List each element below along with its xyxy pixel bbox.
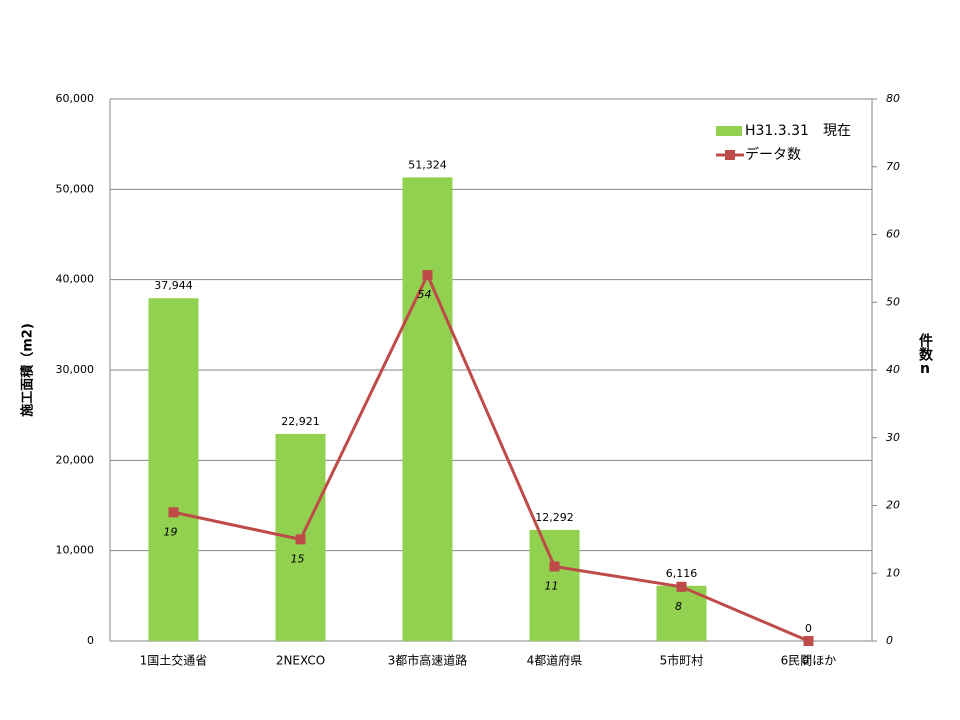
y2-tick-label: 70 xyxy=(886,160,900,173)
y2-tick-label: 30 xyxy=(886,431,900,444)
legend-label: H31.3.31 現在 xyxy=(745,123,851,139)
line-value-label: 15 xyxy=(291,552,305,565)
y-tick-label: 10,000 xyxy=(56,544,95,557)
bar xyxy=(402,177,453,641)
y2-tick-label: 50 xyxy=(886,295,900,308)
bar-value-label: 37,944 xyxy=(154,279,193,292)
line-value-label: 0 xyxy=(802,654,809,667)
y-tick-label: 20,000 xyxy=(56,453,95,466)
y-axis-label: 施工面積（m2) xyxy=(20,323,36,417)
line xyxy=(173,271,810,643)
line-marker xyxy=(676,581,687,592)
line-value-label: 19 xyxy=(164,525,178,538)
x-tick-label: 5市町村 xyxy=(660,653,704,668)
legend-label: データ数 xyxy=(745,146,801,163)
legend-swatch xyxy=(716,126,742,136)
bar-value-label: 0 xyxy=(805,622,812,635)
bar xyxy=(529,529,580,641)
y2-tick-label: 60 xyxy=(886,228,900,241)
y2-tick-label: 40 xyxy=(886,363,900,376)
line-value-label: 54 xyxy=(418,288,432,301)
line-value-label: 8 xyxy=(675,600,682,613)
y-tick-label: 60,000 xyxy=(56,92,95,105)
line-marker xyxy=(168,507,179,518)
y-tick-label: 30,000 xyxy=(56,363,95,376)
line-marker xyxy=(422,270,433,281)
line-marker xyxy=(549,561,560,572)
bar-value-label: 6,116 xyxy=(666,567,698,580)
y2-tick-label: 10 xyxy=(886,566,900,579)
y2-tick-label: 0 xyxy=(886,634,893,647)
x-tick-label: 6民間ほか xyxy=(781,654,837,668)
y2-tick-label: 20 xyxy=(886,499,900,512)
y-tick-label: 50,000 xyxy=(56,182,95,195)
bar-value-label: 12,292 xyxy=(535,511,574,524)
line-marker xyxy=(295,534,306,545)
x-tick-label: 2NEXCO xyxy=(276,654,325,668)
bar xyxy=(148,298,199,641)
y-tick-label: 40,000 xyxy=(56,273,95,286)
line-marker xyxy=(803,636,814,646)
y2-tick-label: 80 xyxy=(886,92,900,105)
line-value-label: 11 xyxy=(545,579,559,592)
bar-value-label: 22,921 xyxy=(281,415,320,428)
y2-axis-label: 件数n xyxy=(917,333,933,377)
y-tick-label: 0 xyxy=(87,634,94,647)
legend-swatch xyxy=(725,150,735,160)
x-tick-label: 1国土交通省 xyxy=(140,653,208,668)
x-tick-label: 4都道府県 xyxy=(527,653,583,668)
bar-value-label: 51,324 xyxy=(408,158,447,171)
x-tick-label: 3都市高速道路 xyxy=(388,653,468,668)
